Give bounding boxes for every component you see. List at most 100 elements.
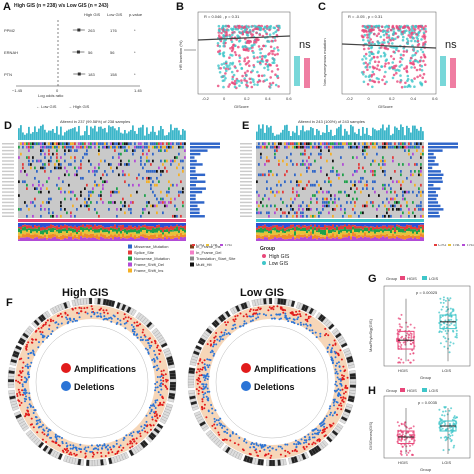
deletion-point bbox=[141, 339, 144, 341]
tmb-bar bbox=[70, 128, 72, 140]
point-low-gis bbox=[406, 39, 410, 43]
mutation-cell bbox=[158, 145, 160, 149]
substitution-segment bbox=[344, 234, 346, 238]
mutation-cell bbox=[98, 183, 100, 187]
deletion-point bbox=[252, 315, 254, 318]
substitution-segment bbox=[412, 229, 414, 234]
substitution-segment bbox=[406, 224, 408, 229]
deletion-point bbox=[242, 324, 245, 327]
mutation-cell bbox=[76, 208, 78, 211]
substitution-segment bbox=[28, 228, 30, 231]
mutation-cell bbox=[128, 173, 130, 177]
mutation-cell bbox=[330, 145, 332, 149]
mutation-cell bbox=[420, 183, 422, 187]
substitution-segment bbox=[66, 235, 68, 239]
tmb-bar bbox=[56, 126, 58, 140]
ideogram-band bbox=[193, 411, 201, 417]
deletion-point bbox=[35, 416, 38, 419]
mutation-cell bbox=[96, 170, 98, 173]
point-low-gis bbox=[406, 74, 410, 78]
substitution-segment bbox=[82, 237, 84, 241]
amplification-point bbox=[58, 444, 61, 447]
amplification-point bbox=[86, 306, 89, 309]
substitution-segment bbox=[390, 233, 392, 237]
mutation-cell bbox=[54, 166, 56, 170]
mutation-cell bbox=[290, 142, 292, 146]
mutation-cell bbox=[40, 204, 42, 208]
point-low-gis bbox=[252, 55, 256, 58]
mutation-cell bbox=[26, 183, 28, 187]
deletion-point bbox=[218, 339, 221, 342]
deletion-point bbox=[243, 438, 246, 441]
amplification-point bbox=[164, 373, 167, 376]
substitution-segment bbox=[396, 230, 398, 235]
mutation-cell bbox=[40, 159, 42, 163]
mutation-cell bbox=[82, 142, 84, 146]
substitution-segment bbox=[146, 237, 148, 241]
deletion-point bbox=[339, 379, 342, 382]
substitution-segment bbox=[150, 229, 152, 233]
tmb-bar bbox=[116, 130, 118, 140]
point-high-gis bbox=[362, 47, 366, 51]
mutation-cell bbox=[76, 149, 78, 152]
mutation-cell bbox=[112, 170, 114, 173]
deletion-point bbox=[119, 323, 122, 326]
substitution-segment bbox=[38, 227, 40, 232]
mutation-cell bbox=[340, 145, 342, 149]
mutation-cell bbox=[266, 159, 268, 163]
mutation-cell bbox=[78, 142, 80, 146]
circos-high-title: High GIS bbox=[62, 287, 108, 299]
deletion-point bbox=[216, 423, 219, 426]
amplification-point bbox=[200, 374, 203, 377]
tmb-bar bbox=[290, 135, 292, 140]
mutation-cell bbox=[298, 142, 300, 146]
point-high-gis bbox=[220, 31, 223, 35]
substitution-segment bbox=[62, 223, 64, 226]
substitution-segment bbox=[390, 238, 392, 241]
box-point bbox=[452, 329, 454, 332]
substitution-segment bbox=[332, 223, 334, 225]
tmb-bar bbox=[166, 135, 168, 140]
point-low-gis bbox=[377, 24, 381, 28]
amplification-point bbox=[116, 452, 119, 455]
ideogram-band bbox=[108, 457, 113, 465]
deletion-point bbox=[86, 312, 89, 315]
point-low-gis bbox=[361, 58, 364, 61]
deletion-point bbox=[212, 354, 215, 357]
substitution-segment bbox=[414, 226, 416, 230]
substitution-segment bbox=[352, 223, 354, 225]
substitution-segment bbox=[322, 236, 324, 239]
mutation-cell bbox=[342, 173, 344, 177]
mutation-cell bbox=[48, 190, 50, 194]
panel-a-gene-label: ERNAH bbox=[4, 50, 18, 55]
box-point bbox=[408, 334, 411, 336]
substitution-segment bbox=[272, 230, 274, 236]
point-high-gis bbox=[375, 34, 379, 38]
amplification-point bbox=[44, 323, 47, 326]
mutation-cell bbox=[332, 145, 334, 149]
substitution-segment bbox=[138, 223, 140, 226]
substitution-segment bbox=[50, 223, 52, 225]
point-low-gis bbox=[272, 61, 276, 64]
tmb-bar bbox=[266, 125, 268, 140]
tmb-bar bbox=[410, 132, 412, 140]
substitution-segment bbox=[360, 235, 362, 237]
substitution-segment bbox=[58, 238, 60, 241]
gene-name-label bbox=[2, 208, 14, 211]
tmb-bar bbox=[152, 126, 154, 140]
mutation-cell bbox=[388, 201, 390, 204]
deletion-point bbox=[144, 424, 147, 427]
point-high-gis bbox=[227, 85, 230, 88]
deletion-point bbox=[299, 442, 302, 445]
substitution-segment bbox=[86, 234, 88, 239]
point-high-gis bbox=[255, 31, 258, 35]
ideogram-band bbox=[349, 381, 357, 386]
substitution-segment bbox=[58, 227, 60, 230]
mutation-cell bbox=[262, 173, 264, 177]
gene-name-label bbox=[2, 205, 14, 207]
mutation-cell bbox=[388, 142, 390, 146]
substitution-segment bbox=[378, 238, 380, 241]
gene-name-label bbox=[2, 191, 14, 193]
mutation-cell bbox=[372, 201, 374, 204]
deletion-point bbox=[96, 315, 99, 318]
